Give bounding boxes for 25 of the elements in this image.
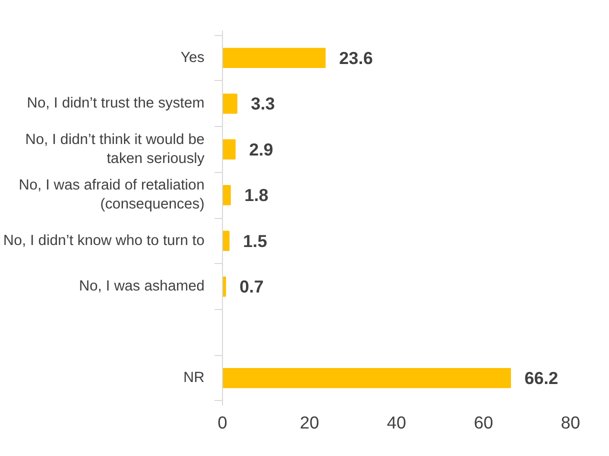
y-tick-label: Yes [180,50,205,66]
data-label: 0.7 [240,276,264,297]
y-tick-label: No, I didn’t trust the system [26,96,205,112]
y-tick-label: No, I didn’t think it would be taken seriously [25,132,206,167]
bar [222,48,326,68]
x-tick-label: 0 [218,412,228,432]
x-tick-label: 60 [474,412,494,432]
data-label: 66.2 [524,368,558,388]
data-label: 3.3 [250,94,276,114]
y-tick-label: NR [183,370,205,386]
y-tick-label: No, I was afraid of retaliation (consequences) [18,178,205,213]
data-label: 1.8 [244,185,269,206]
data-label: 2.9 [249,139,274,160]
x-tick-label: 40 [386,412,406,432]
bar [222,94,238,114]
y-tick-label: No, I was ashamed [79,278,204,295]
x-tick-label: 80 [560,412,580,432]
bar [222,368,511,388]
data-label: 1.5 [243,230,268,251]
y-tick-label: No, I didn’t know who to turn to [3,232,205,249]
bar [222,185,231,206]
bar [222,230,230,251]
bar [222,139,236,160]
data-label: 23.6 [339,48,374,68]
x-tick-label: 20 [300,412,320,432]
